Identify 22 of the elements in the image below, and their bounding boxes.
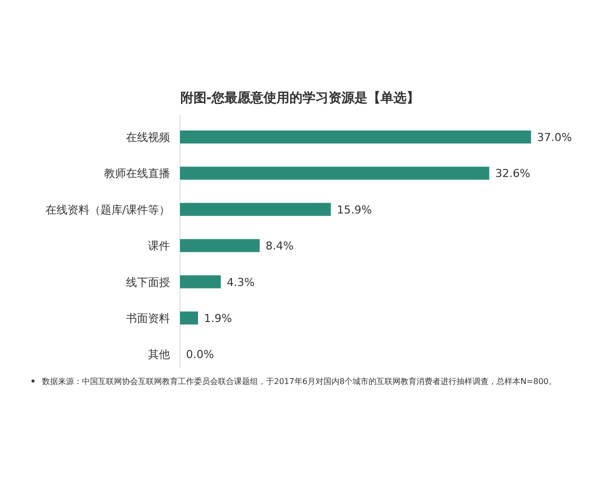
source-note: 数据来源：中国互联网协会互联网教育工作委员会联合课题组，于2017年6月对国内8个城市的互联网教育消费者进行抽样调查，总样本N=800。 (42, 377, 556, 386)
bar (180, 202, 331, 216)
bar (180, 166, 490, 180)
data-label: 8.4% (266, 240, 294, 253)
bar (180, 239, 260, 252)
data-label: 0.0% (186, 348, 214, 362)
data-label: 15.9% (336, 203, 372, 216)
chart-title: 附图-您最愿意使用的学习资源是【单选】 (180, 90, 420, 106)
bar (180, 275, 221, 288)
data-label: 1.9% (204, 312, 232, 325)
y-tick-label: 课件 (148, 240, 170, 253)
y-tick-label: 线下面授 (126, 276, 170, 289)
y-tick-label: 其他 (148, 348, 170, 362)
y-tick-label: 书面资料 (126, 312, 170, 325)
bar (180, 130, 531, 144)
y-tick-label: 教师在线直播 (104, 167, 170, 180)
y-tick-label: 在线视频 (126, 131, 170, 144)
y-tick-label: 在线资料（题库/课件等） (45, 203, 170, 216)
data-label: 32.6% (495, 167, 530, 180)
data-label: 37.0% (537, 131, 572, 144)
bar (180, 312, 198, 324)
data-label: 4.3% (226, 276, 255, 289)
